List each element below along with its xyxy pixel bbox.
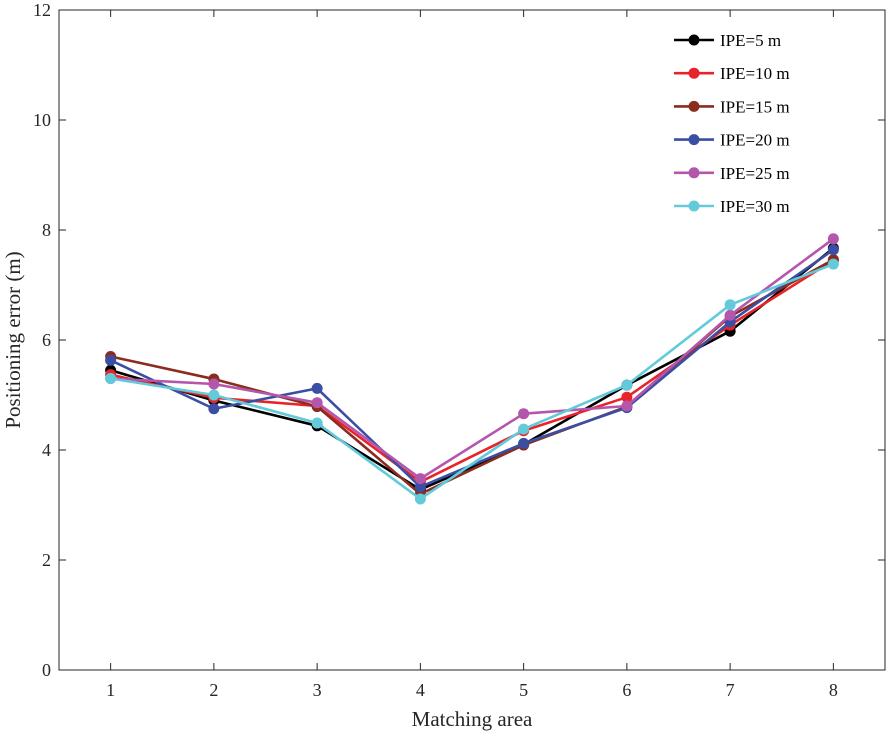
legend-label: IPE=5 m: [720, 31, 781, 50]
data-point: [311, 397, 323, 409]
x-tick-label: 1: [106, 680, 115, 700]
data-point: [518, 437, 530, 449]
legend-entry: IPE=30 m: [674, 197, 790, 216]
data-point: [311, 382, 323, 394]
y-tick-label: 0: [42, 660, 51, 680]
x-tick-label: 8: [829, 680, 838, 700]
legend-entry: IPE=5 m: [674, 31, 781, 50]
legend-marker: [688, 100, 700, 112]
plot-area: [58, 9, 886, 671]
data-point: [827, 244, 839, 256]
data-point: [105, 373, 117, 384]
y-tick-label: 6: [42, 330, 51, 350]
y-tick-label: 10: [33, 110, 51, 130]
data-point: [105, 354, 117, 366]
data-point: [621, 379, 633, 391]
legend-entry: IPE=15 m: [674, 97, 790, 116]
data-point: [827, 258, 839, 270]
data-point: [414, 473, 426, 485]
data-point: [518, 423, 530, 435]
x-tick-label: 3: [313, 680, 322, 700]
x-tick-label: 5: [519, 680, 528, 700]
series-layer: [105, 233, 839, 505]
data-point: [621, 400, 633, 412]
legend-label: IPE=30 m: [720, 197, 790, 216]
y-tick-label: 2: [42, 550, 51, 570]
legend-label: IPE=10 m: [720, 64, 790, 83]
legend-marker: [688, 200, 700, 212]
data-point: [208, 389, 220, 401]
legend-marker: [688, 167, 700, 179]
legend-entry: IPE=25 m: [674, 164, 790, 183]
series-line: [110, 237, 835, 480]
x-tick-label: 7: [726, 680, 735, 700]
data-point: [414, 493, 426, 505]
data-point: [414, 481, 426, 493]
data-point: [518, 408, 530, 420]
legend-marker: [688, 134, 700, 146]
data-point: [724, 309, 736, 321]
y-tick-label: 4: [42, 440, 51, 460]
legend-marker: [688, 67, 700, 79]
x-tick-label: 2: [209, 680, 218, 700]
data-point: [208, 403, 220, 415]
data-point: [827, 233, 839, 245]
data-point: [724, 299, 736, 311]
y-tick-label: 8: [42, 220, 51, 240]
legend: IPE=5 m IPE=10 m IPE=15 m IPE=20 m IPE=25 m I…: [674, 31, 790, 216]
legend-marker: [688, 34, 700, 46]
legend-entry: IPE=20 m: [674, 131, 790, 150]
x-tick-label: 4: [416, 680, 425, 700]
series-line: [110, 262, 834, 501]
data-point: [208, 378, 220, 390]
x-axis-label: Matching area: [412, 707, 533, 731]
legend-label: IPE=25 m: [720, 164, 790, 183]
y-axis-label: Positioning error (m): [1, 251, 25, 428]
series-5: [105, 258, 839, 505]
data-point: [311, 417, 323, 429]
data-point: [621, 391, 633, 403]
y-tick-label: 12: [33, 0, 51, 20]
x-tick-label: 6: [622, 680, 631, 700]
legend-label: IPE=20 m: [720, 131, 790, 150]
legend-label: IPE=15 m: [720, 97, 790, 116]
legend-entry: IPE=10 m: [674, 64, 790, 83]
